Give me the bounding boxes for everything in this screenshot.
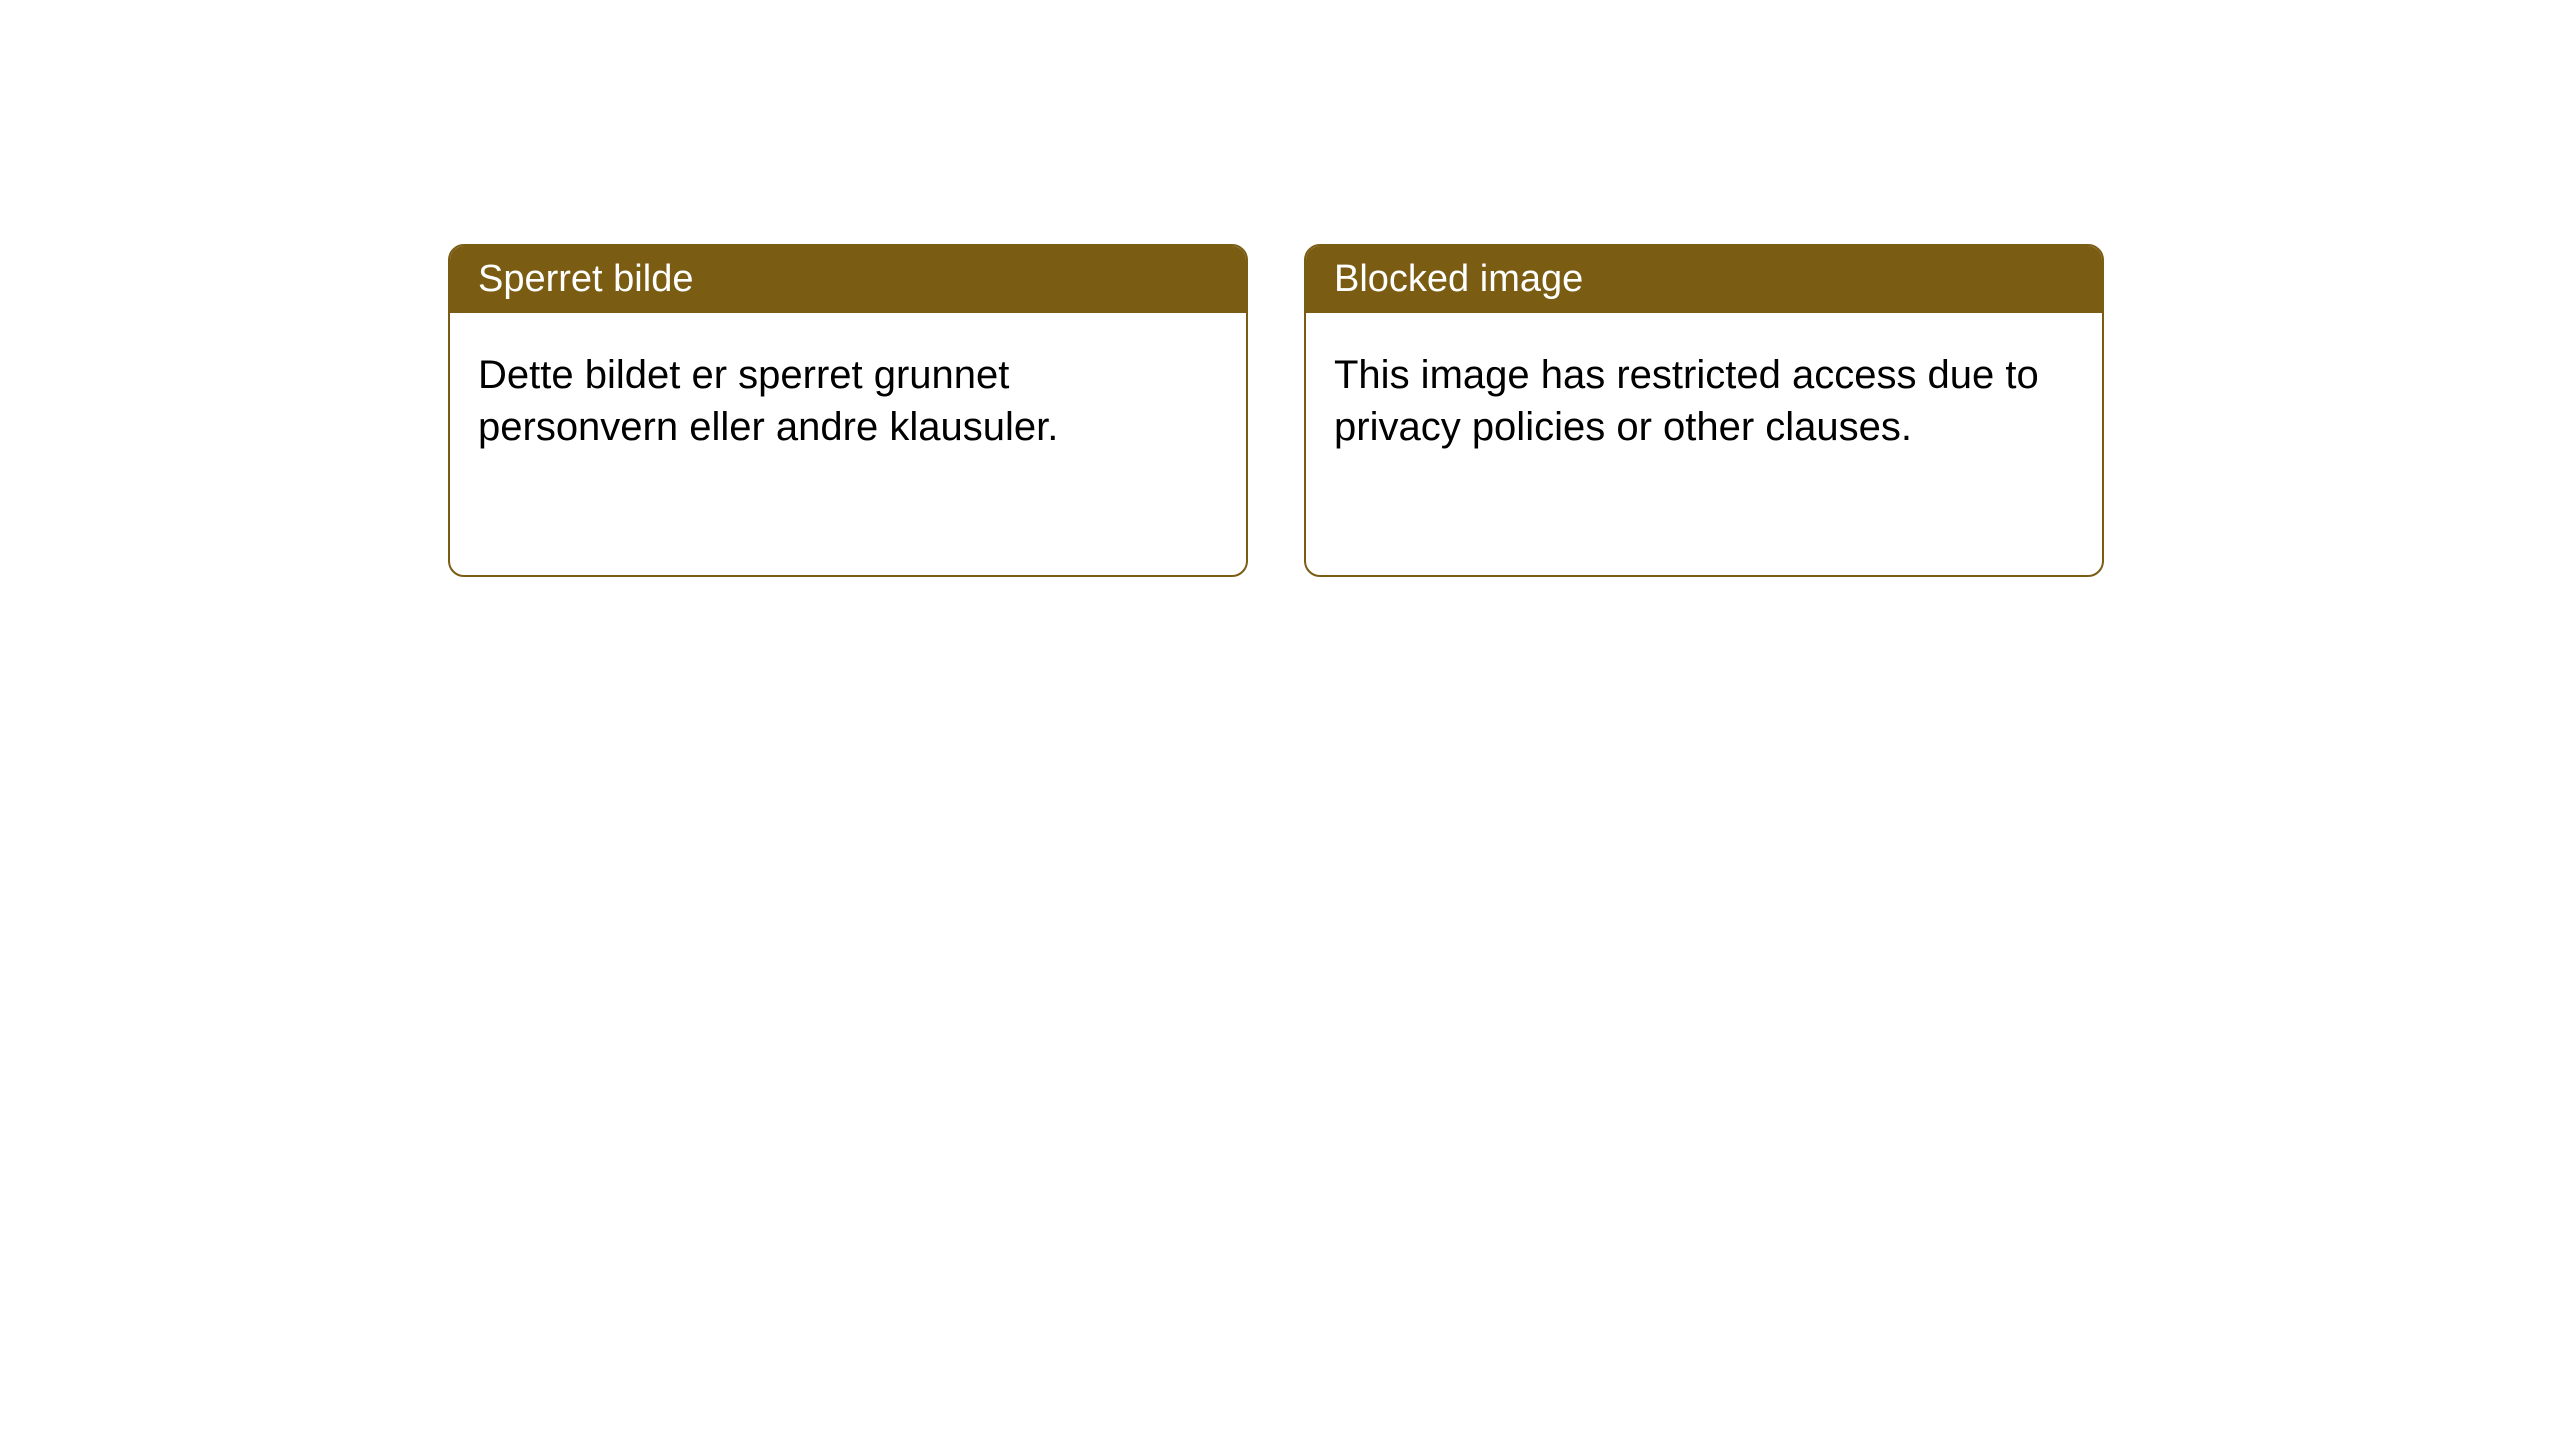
card-english-title: Blocked image — [1334, 258, 1583, 300]
card-english-header: Blocked image — [1306, 246, 2102, 313]
card-english: Blocked image This image has restricted … — [1304, 244, 2104, 577]
card-norwegian-text: Dette bildet er sperret grunnet personve… — [478, 353, 1058, 449]
card-norwegian: Sperret bilde Dette bildet er sperret gr… — [448, 244, 1248, 577]
card-norwegian-title: Sperret bilde — [478, 258, 693, 300]
card-english-text: This image has restricted access due to … — [1334, 353, 2039, 449]
info-cards-container: Sperret bilde Dette bildet er sperret gr… — [0, 0, 2560, 577]
card-norwegian-header: Sperret bilde — [450, 246, 1246, 313]
card-english-body: This image has restricted access due to … — [1306, 313, 2102, 489]
card-norwegian-body: Dette bildet er sperret grunnet personve… — [450, 313, 1246, 489]
